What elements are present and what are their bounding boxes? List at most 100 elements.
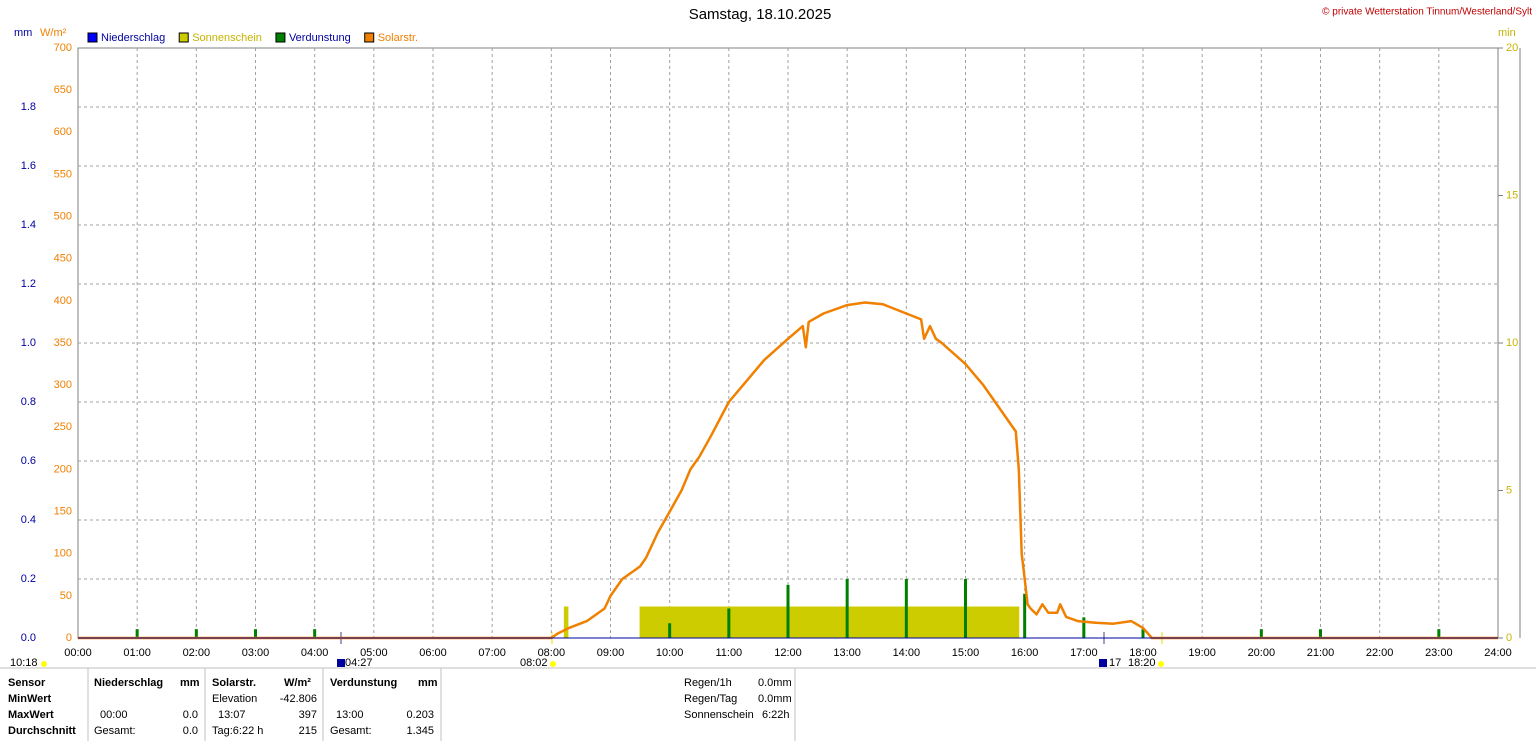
cell: Durchschnitt <box>8 725 76 737</box>
cell: 0.0mm <box>758 693 792 705</box>
cell: MinWert <box>8 693 52 705</box>
x-tick-label: 22:00 <box>1366 647 1394 659</box>
cell: Verdunstung <box>330 677 397 689</box>
cell: -42.806 <box>280 693 317 705</box>
cell: Gesamt: <box>330 725 372 737</box>
x-tick-label: 10:00 <box>656 647 684 659</box>
cell: 1.345 <box>406 725 434 737</box>
sun-icon <box>41 661 47 667</box>
legend-label: Niederschlag <box>101 32 165 44</box>
x-tick-label: 06:00 <box>419 647 447 659</box>
y-tick-label: 1.0 <box>21 337 36 349</box>
y2-tick-label: 100 <box>54 548 72 560</box>
cell: 0.203 <box>406 709 434 721</box>
cell: Gesamt: <box>94 725 136 737</box>
event: 08:02 <box>520 657 548 669</box>
stats: Sensor Niederschlag mm Solarstr. W/m² Ve… <box>8 677 792 737</box>
y2-tick-label: 300 <box>54 379 72 391</box>
y-tick-label: 0.4 <box>21 514 36 526</box>
x-tick-label: 14:00 <box>893 647 921 659</box>
cell: Tag:6:22 h <box>212 725 263 737</box>
bar <box>1082 617 1086 638</box>
legend-label: Solarstr. <box>378 32 418 44</box>
y-tick-label: 1.6 <box>21 160 36 172</box>
cell: Elevation <box>212 693 257 705</box>
y2-tick-label: 650 <box>54 84 72 96</box>
y-tick-label: 1.8 <box>21 101 36 113</box>
legend-swatch <box>275 32 286 43</box>
bar <box>194 629 198 638</box>
bar <box>1259 629 1263 638</box>
bar <box>964 579 967 638</box>
bar <box>313 629 317 638</box>
cell: 13:07 <box>218 709 246 721</box>
x-tick-label: 04:00 <box>301 647 329 659</box>
x-tick-label: 03:00 <box>242 647 270 659</box>
x-tick-label: 19:00 <box>1188 647 1216 659</box>
moon-icon <box>1099 659 1107 667</box>
y2-tick-label: 700 <box>54 42 72 54</box>
y-tick-label: 1.2 <box>21 278 36 290</box>
bar <box>135 629 139 638</box>
cell: Regen/Tag <box>684 693 737 705</box>
y3-tick-label: 0 <box>1506 632 1512 644</box>
cell: mm <box>180 677 200 689</box>
bar <box>1437 629 1441 638</box>
legend-swatch <box>87 32 98 43</box>
bar <box>786 584 790 638</box>
y-tick-label: 1.4 <box>21 219 36 231</box>
legend-swatch <box>178 32 189 43</box>
x-tick-label: 01:00 <box>123 647 151 659</box>
bar <box>1141 629 1145 638</box>
cell: 0.0mm <box>758 677 792 689</box>
solar-line <box>78 301 1498 640</box>
x-tick-label: 21:00 <box>1307 647 1335 659</box>
cell: 00:00 <box>100 709 128 721</box>
cell: Niederschlag <box>94 677 163 689</box>
credit: © private Wetterstation Tinnum/Westerlan… <box>1322 7 1532 18</box>
bar <box>904 579 908 638</box>
x-tick-label: 00:00 <box>64 647 92 659</box>
y2-tick-label: 400 <box>54 295 72 307</box>
cell: 397 <box>299 709 317 721</box>
x-tick-label: 20:00 <box>1248 647 1276 659</box>
x-tick-label: 15:00 <box>952 647 980 659</box>
y2-tick-label: 150 <box>54 505 72 517</box>
x-tick-label: 18:00 <box>1129 647 1157 659</box>
cell: mm <box>418 677 438 689</box>
legend-label: Verdunstung <box>289 32 351 44</box>
bar <box>1319 629 1322 638</box>
cell: 0.0 <box>183 709 198 721</box>
y-tick-label: 0.2 <box>21 573 36 585</box>
sun-icon <box>1158 661 1164 667</box>
y-tick-label: 0.6 <box>21 455 36 467</box>
y3-unit: min <box>1498 27 1516 39</box>
y3-tick-label: 15 <box>1506 189 1518 201</box>
legend-swatch <box>364 32 375 43</box>
sun-icon <box>550 661 556 667</box>
x-tick-label: 13:00 <box>833 647 861 659</box>
moon-icon <box>337 659 345 667</box>
cell: 215 <box>299 725 317 737</box>
cell: MaxWert <box>8 709 54 721</box>
bar <box>254 629 257 638</box>
y3-tick-label: 5 <box>1506 484 1512 496</box>
bar <box>1023 593 1027 638</box>
sunshine-bar <box>639 606 1020 639</box>
x-tick-label: 05:00 <box>360 647 388 659</box>
y2-tick-label: 450 <box>54 253 72 265</box>
y2-tick-label: 50 <box>60 590 72 602</box>
y2-tick-label: 350 <box>54 337 72 349</box>
y2-tick-label: 250 <box>54 421 72 433</box>
x-tick-label: 17:00 <box>1070 647 1098 659</box>
cell: 6:22h <box>762 709 790 721</box>
y2-tick-label: 550 <box>54 168 72 180</box>
y2-tick-label: 0 <box>66 632 72 644</box>
y2-tick-label: 600 <box>54 126 72 138</box>
x-tick-label: 23:00 <box>1425 647 1453 659</box>
x-tick-label: 07:00 <box>478 647 506 659</box>
cell: 13:00 <box>336 709 364 721</box>
x-tick-label: 16:00 <box>1011 647 1039 659</box>
